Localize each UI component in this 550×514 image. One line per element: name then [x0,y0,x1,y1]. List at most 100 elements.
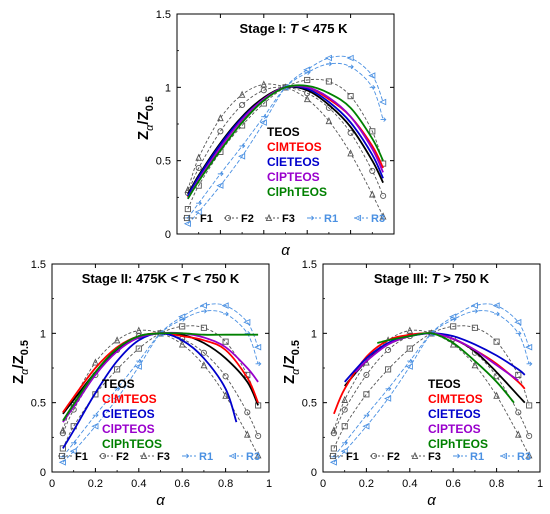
reference-marker-r3 [238,152,246,160]
legend-label-clphteos: ClPhTEOS [267,185,327,199]
legend-label-clphteos: ClPhTEOS [428,437,488,451]
legend-ref-label-f3: F3 [157,451,170,463]
reference-marker-r1 [348,64,354,70]
reference-marker-f3 [238,90,246,98]
reference-marker-f3 [406,326,414,334]
reference-marker-r3 [514,318,522,326]
legend-ref-label-r3: R3 [517,451,531,463]
legend-marker-f1 [183,214,191,222]
legend-marker-r3 [228,452,237,460]
reference-marker-r1 [223,311,229,317]
reference-marker-r1 [369,85,376,90]
legend-marker-r3 [353,214,362,222]
x-tick-label: 0.8 [489,478,504,490]
x-tick-label: 0 [320,478,326,490]
reference-marker-r3 [405,363,413,370]
reference-marker-r1 [363,412,370,418]
reference-marker-f3 [222,391,229,399]
plot-frame [176,13,395,235]
x-tick-label: 0.2 [88,478,103,490]
legend-label-teos: TEOS [102,377,135,391]
reference-marker-f3 [525,451,533,459]
reference-marker-r3 [340,447,348,455]
reference-marker-f3 [493,391,500,399]
x-tick-label: 0.4 [131,478,146,490]
reference-marker-r3 [449,313,457,320]
reference-marker-r3 [183,220,191,228]
legend-label-clmteos: ClMTEOS [267,140,322,154]
reference-marker-r1 [261,114,268,119]
reference-marker-f1 [515,371,522,378]
legend-marker-r1 [308,215,315,221]
reference-marker-f1 [471,324,478,331]
reference-marker-r3 [368,72,376,79]
legend-ref-label-r3: R3 [246,451,260,463]
reference-marker-f2 [217,128,224,135]
reference-marker-f3 [217,114,224,122]
reference-marker-r3 [346,54,354,62]
x-tick-label: 0.2 [359,478,374,490]
reference-marker-r3 [58,458,66,466]
reference-marker-r3 [254,343,262,351]
reference-marker-f1 [59,445,66,452]
reference-marker-f3 [330,426,338,434]
reference-marker-r3 [113,395,121,402]
chart-title: Stage I: T < 475 K [239,21,348,36]
y-tick-label: 0 [40,467,46,479]
reference-marker-f1 [184,206,191,213]
reference-marker-f2 [526,432,533,439]
reference-marker-r3 [329,458,337,466]
reference-marker-r1 [114,386,121,392]
reference-marker-r1 [385,386,392,392]
reference-marker-r3 [324,54,332,62]
x-axis-label: α [281,242,290,259]
reference-marker-r1 [196,200,202,206]
reference-marker-f2 [255,432,262,439]
legend-label-clphteos: ClPhTEOS [102,437,162,451]
x-tick-label: 0 [49,478,55,490]
reference-marker-f2 [260,87,267,94]
legend-marker-f1 [58,452,66,460]
legend-ref-label-r1: R1 [324,213,338,225]
legend-marker-r1 [454,453,461,459]
reference-marker-f3 [325,116,333,125]
legend-label-clmteos: ClMTEOS [428,392,483,406]
legend-ref-label-r1: R1 [470,451,484,463]
reference-marker-f2 [369,167,376,174]
reference-marker-f3 [379,212,387,220]
chart-panel-3: 0 0.5 1 1.5 0 0.2 0.4 0.6 0.8 1 α Zα/Z0.5 Stage III:… [281,259,543,509]
legend-ref-label-f2: F2 [387,451,400,463]
reference-marker-f2 [222,373,229,380]
chart-title: Stage III: T > 750 K [374,271,490,286]
reference-marker-r3 [199,302,207,309]
y-tick-label: 0.5 [31,398,46,410]
reference-marker-r3 [91,422,99,430]
reference-marker-f3 [514,430,522,438]
reference-marker-r3 [362,422,370,430]
reference-marker-f2 [515,409,522,416]
reference-marker-f3 [59,426,67,434]
reference-marker-f3 [341,395,349,403]
reference-marker-r1 [217,171,224,177]
reference-marker-f1 [406,345,413,352]
reference-marker-r1 [136,358,143,364]
reference-marker-r3 [384,395,392,402]
legend-label-cleteos: ClETEOS [102,407,155,421]
legend-marker-r3 [499,452,508,460]
reference-marker-f3 [303,94,311,103]
reference-marker-f1 [135,345,142,352]
legend-marker-f3 [265,213,273,222]
reference-marker-f1 [369,128,376,135]
series-line-clphteos [187,84,384,200]
y-tick-label: 1.5 [302,259,317,271]
reference-marker-f1 [179,323,186,330]
reference-marker-r3 [216,182,224,189]
y-tick-label: 0 [165,229,171,241]
reference-marker-r1 [342,440,348,446]
reference-marker-f1 [325,78,332,85]
legend-ref-label-r1: R1 [199,451,213,463]
reference-marker-r3 [69,447,77,455]
legend-ref-label-f1: F1 [346,451,359,463]
reference-marker-f3 [200,361,208,369]
legend-marker-f2 [99,452,107,460]
